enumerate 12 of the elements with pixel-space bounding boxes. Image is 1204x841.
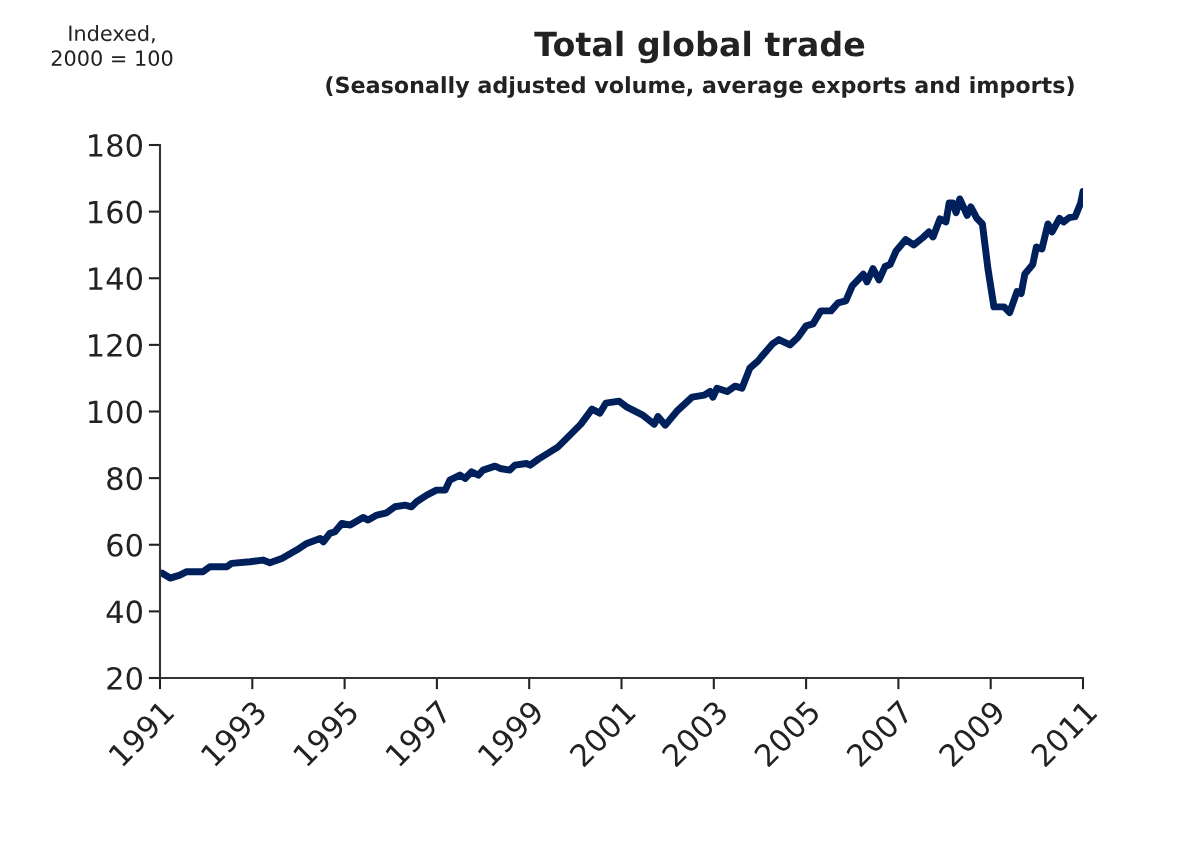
y-tick-label: 160	[89, 200, 142, 224]
y-axis-title: Indexed, 2000 = 100	[51, 25, 173, 67]
y-tick-label: 60	[107, 533, 142, 557]
y-tick-label: 140	[89, 267, 142, 291]
y-tick-label: 80	[107, 467, 142, 491]
y-tick-label: 100	[89, 400, 142, 424]
y-tick-label: 120	[89, 333, 142, 357]
chart-subtitle: (Seasonally adjusted volume, average exports and imports)	[326, 76, 1074, 98]
y-tick-label: 40	[106, 600, 142, 624]
y-tick-label: 180	[89, 133, 142, 158]
y-tick-label: 20	[107, 666, 142, 691]
chart-title: Total global trade	[534, 30, 865, 64]
